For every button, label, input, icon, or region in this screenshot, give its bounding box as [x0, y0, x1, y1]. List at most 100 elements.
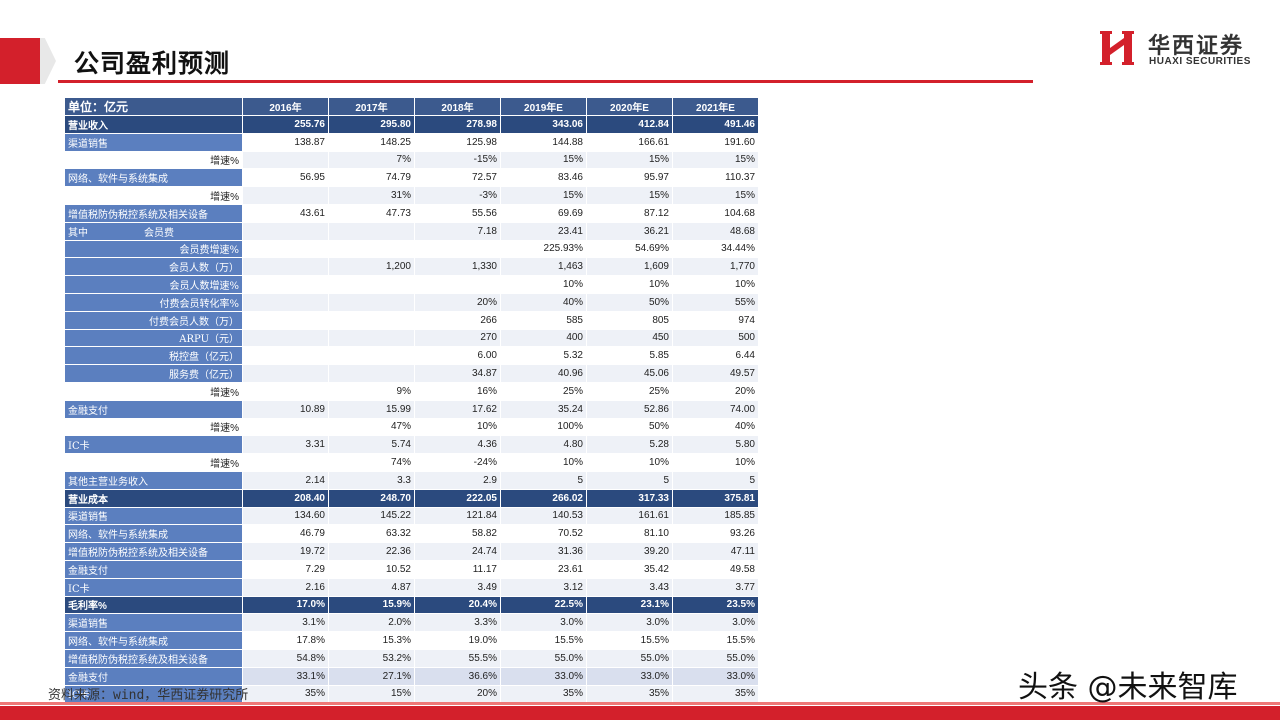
value-cell: 33.0% [586, 666, 673, 686]
row-label: 渠道销售 [64, 132, 243, 152]
value-cell [328, 221, 415, 241]
year-header: 2021年E [672, 97, 759, 116]
value-cell: 10% [586, 275, 673, 294]
value-cell: 27.1% [328, 666, 415, 686]
title-accent-shadow [40, 38, 56, 84]
logo-chinese-name: 华西证券 [1148, 33, 1245, 59]
row-label: 增速% [64, 453, 243, 472]
table-row: 网络、软件与系统集成 56.95 74.79 72.57 83.46 95.97 110.3… [64, 168, 759, 188]
value-cell: 87.12 [586, 203, 673, 223]
value-cell: 138.87 [242, 132, 329, 152]
value-cell: 266.02 [500, 488, 587, 508]
row-label: 渠道销售 [64, 613, 243, 633]
value-cell: 40% [500, 292, 587, 312]
value-cell [242, 275, 329, 294]
value-cell: 100% [500, 417, 587, 437]
table-row: 增值税防伪税控系统及相关设备 43.61 47.73 55.56 69.69 87.12 1… [64, 203, 759, 223]
value-cell: 35% [242, 684, 329, 704]
value-cell: 43.61 [242, 203, 329, 223]
value-cell: 93.26 [672, 524, 759, 544]
value-cell: 3.43 [586, 577, 673, 597]
table-row: 会员人数（万） 1,200 1,330 1,463 1,609 1,770 [64, 257, 759, 277]
table-row: 渠道销售 138.87 148.25 125.98 144.88 166.61 191.60 [64, 132, 759, 152]
value-cell: 15.99 [328, 399, 415, 419]
value-cell: 585 [500, 310, 587, 330]
value-cell: 11.17 [414, 559, 501, 579]
table-row: 金融支付 7.29 10.52 11.17 23.61 35.42 49.58 [64, 559, 759, 579]
value-cell: 10% [586, 453, 673, 472]
value-cell: 83.46 [500, 168, 587, 188]
row-label: 网络、软件与系统集成 [64, 631, 243, 650]
value-cell: 47% [328, 417, 415, 437]
value-cell: 50% [586, 417, 673, 437]
earnings-forecast-table: 单位：亿元 2016年 2017年 2018年 2019年E 2020年E 20… [64, 97, 759, 704]
value-cell: 17.62 [414, 399, 501, 419]
value-cell: 317.33 [586, 488, 673, 508]
value-cell: 7% [328, 150, 415, 170]
value-cell: 9% [328, 381, 415, 401]
table-row: 增值税防伪税控系统及相关设备 19.72 22.36 24.74 31.36 39.20 4… [64, 542, 759, 561]
value-cell: 3.0% [500, 613, 587, 633]
value-cell [328, 346, 415, 366]
value-cell: 55.56 [414, 203, 501, 223]
table-row: ARPU（元） 270 400 450 500 [64, 328, 759, 348]
value-cell [328, 239, 415, 259]
value-cell: 20% [414, 292, 501, 312]
value-cell: -15% [414, 150, 501, 170]
value-cell: 23.5% [672, 595, 759, 615]
row-label: 其他主营业务收入 [64, 470, 243, 490]
value-cell: 16% [414, 381, 501, 401]
value-cell [328, 364, 415, 383]
table-row: 营业收入 255.76 295.80 278.98 343.06 412.84 491.46 [64, 115, 759, 134]
value-cell: 295.80 [328, 115, 415, 134]
value-cell: 17.0% [242, 595, 329, 615]
row-label: 增值税防伪税控系统及相关设备 [64, 542, 243, 561]
value-cell: 10% [500, 275, 587, 294]
value-cell: 40.96 [500, 364, 587, 383]
value-cell [242, 417, 329, 437]
table-row: IC卡 35% 15% 20% 35% 35% 35% [64, 684, 759, 704]
value-cell: 5.85 [586, 346, 673, 366]
value-cell: 6.44 [672, 346, 759, 366]
value-cell: 22.5% [500, 595, 587, 615]
value-cell: 104.68 [672, 203, 759, 223]
value-cell: 400 [500, 328, 587, 348]
huaxi-logo-icon [1100, 31, 1134, 65]
value-cell: 208.40 [242, 488, 329, 508]
row-label: 其中 会员费 [64, 221, 243, 241]
row-label: 金融支付 [64, 399, 243, 419]
value-cell: 10% [672, 275, 759, 294]
value-cell: 191.60 [672, 132, 759, 152]
value-cell: 500 [672, 328, 759, 348]
value-cell: 15.9% [328, 595, 415, 615]
value-cell: 270 [414, 328, 501, 348]
value-cell [414, 275, 501, 294]
value-cell: 69.69 [500, 203, 587, 223]
row-label: 会员人数增速% [64, 275, 243, 294]
value-cell: 17.8% [242, 631, 329, 650]
year-header: 2020年E [586, 97, 673, 116]
value-cell: 5 [672, 470, 759, 490]
value-cell: 15.5% [586, 631, 673, 650]
value-cell [242, 239, 329, 259]
value-cell: 15% [586, 186, 673, 205]
title-underline [58, 80, 1033, 83]
value-cell: 343.06 [500, 115, 587, 134]
value-cell: 375.81 [672, 488, 759, 508]
value-cell: 125.98 [414, 132, 501, 152]
row-label: ARPU（元） [64, 328, 243, 348]
value-cell: 15.3% [328, 631, 415, 650]
value-cell: 5.28 [586, 435, 673, 455]
value-cell: 1,609 [586, 257, 673, 277]
value-cell [242, 381, 329, 401]
value-cell: -24% [414, 453, 501, 472]
value-cell: 56.95 [242, 168, 329, 188]
source-note: 资料来源：wind，华西证券研究所 [48, 688, 249, 703]
table-row: IC卡 3.31 5.74 4.36 4.80 5.28 5.80 [64, 435, 759, 455]
row-label: 服务费（亿元） [64, 364, 243, 383]
value-cell: 491.46 [672, 115, 759, 134]
value-cell: 10.52 [328, 559, 415, 579]
value-cell: 10% [672, 453, 759, 472]
value-cell: 15% [328, 684, 415, 704]
value-cell: 161.61 [586, 506, 673, 526]
